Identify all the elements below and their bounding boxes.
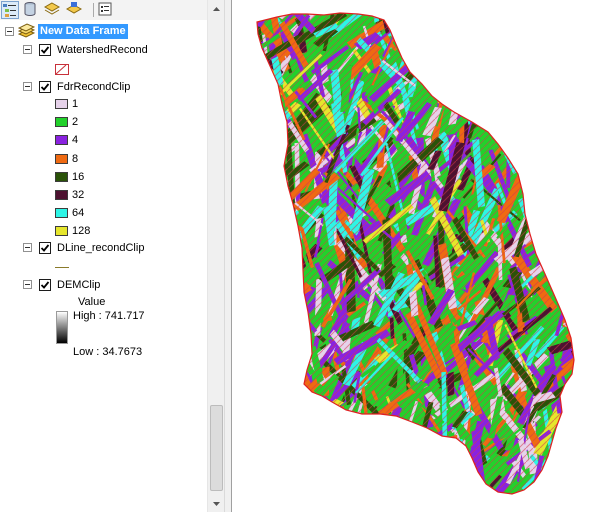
list-by-drawing-order-button[interactable] (1, 1, 19, 19)
list-by-visibility-button[interactable] (43, 1, 62, 19)
hatched-polygon-symbol-icon[interactable] (55, 64, 69, 75)
class-swatch-16[interactable] (55, 171, 68, 182)
scroll-down-button[interactable] (208, 495, 225, 512)
dem-color-ramp[interactable] (56, 311, 68, 344)
panel-splitter[interactable] (224, 0, 232, 512)
arrow-down-icon (213, 501, 220, 506)
selection-layers-icon (65, 2, 83, 14)
dem-low-label: Low : 34.7673 (73, 346, 143, 358)
data-frame-label[interactable]: New Data Frame (38, 24, 128, 39)
layer-name-dline-recondclip[interactable]: DLine_recondClip (57, 242, 145, 254)
layer-collapse-toggle-fdrrecondclip[interactable] (23, 82, 32, 91)
layer-visibility-checkbox-dline-recondclip[interactable] (39, 242, 51, 254)
map-view[interactable] (232, 0, 589, 512)
table-of-contents: New Data Frame WatershedRecond FdrRecond… (0, 0, 229, 512)
class-swatch-2[interactable] (55, 117, 68, 128)
layer-collapse-toggle-dline-recondclip[interactable] (23, 243, 32, 252)
list-by-source-button[interactable] (22, 1, 40, 19)
layers-icon (43, 2, 61, 15)
class-label-32: 32 (72, 189, 85, 201)
options-icon (98, 2, 112, 16)
layer-name-fdrrecondclip[interactable]: FdrRecondClip (57, 81, 131, 93)
class-swatch-32[interactable] (55, 190, 68, 200)
layer-visibility-checkbox-fdrrecondclip[interactable] (39, 81, 51, 93)
layer-collapse-toggle-watershedrecond[interactable] (23, 45, 32, 54)
check-icon (40, 244, 50, 252)
class-swatch-64[interactable] (55, 208, 68, 219)
scroll-up-button[interactable] (208, 0, 225, 17)
class-swatch-128[interactable] (55, 226, 68, 237)
class-label-16: 16 (72, 170, 85, 183)
dem-legend-title: Value (78, 296, 106, 308)
layer-collapse-toggle-demclip[interactable] (23, 280, 32, 289)
class-label-128: 128 (72, 225, 91, 238)
list-by-selection-button[interactable] (65, 1, 84, 19)
layer-name-demclip[interactable]: DEMClip (57, 279, 101, 291)
watershed-boundary (256, 12, 575, 495)
arrow-up-icon (213, 6, 220, 11)
line-symbol-icon[interactable] (55, 267, 69, 268)
data-frame-icon (18, 23, 35, 38)
class-label-64: 64 (72, 207, 85, 220)
layer-visibility-checkbox-watershedrecond[interactable] (39, 44, 51, 56)
check-icon (40, 83, 50, 91)
class-swatch-4[interactable] (55, 135, 68, 146)
database-icon (24, 2, 36, 16)
toc-toolbar (0, 0, 207, 20)
class-swatch-8[interactable] (55, 153, 68, 164)
toc-options-button[interactable] (97, 1, 115, 19)
dem-high-label: High : 741.717 (73, 310, 145, 322)
class-label-2: 2 (72, 116, 79, 129)
layer-visibility-checkbox-demclip[interactable] (39, 279, 51, 291)
scrollbar-thumb[interactable] (210, 405, 223, 491)
class-label-1: 1 (72, 98, 79, 110)
class-label-4: 4 (72, 134, 79, 147)
watershed-map[interactable] (232, 0, 589, 512)
check-icon (40, 46, 50, 54)
class-label-8: 8 (72, 152, 79, 165)
list-by-drawing-order-icon (3, 4, 16, 17)
toc-vertical-scrollbar[interactable] (207, 0, 225, 512)
layer-name-watershedrecond[interactable]: WatershedRecond (57, 44, 148, 56)
data-frame-collapse-toggle[interactable] (5, 27, 14, 36)
toolbar-separator (93, 3, 94, 17)
class-swatch-1[interactable] (55, 99, 68, 109)
check-icon (40, 281, 50, 289)
